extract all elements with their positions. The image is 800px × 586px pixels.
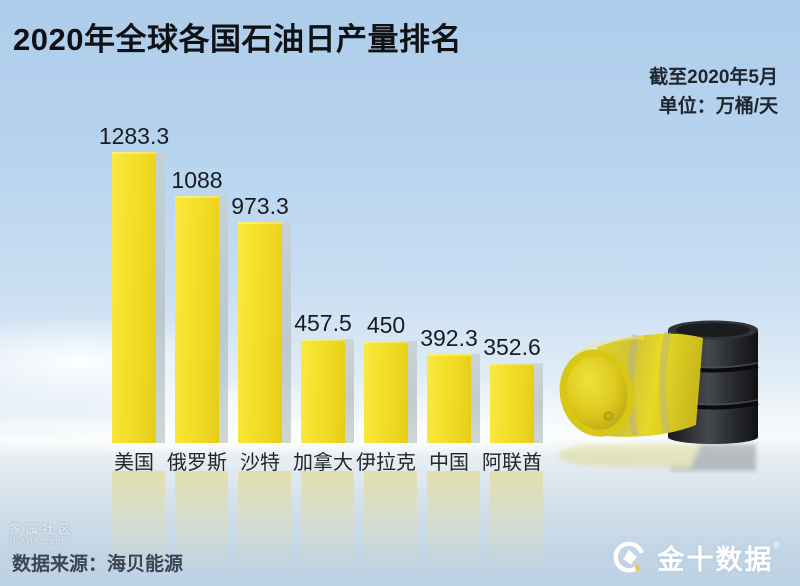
- bar-reflection: [427, 471, 480, 573]
- bar-group: 392.3 中国: [420, 0, 480, 586]
- oil-barrels-illustration: [558, 320, 759, 471]
- jin10-logo-icon: [613, 541, 645, 572]
- bar-group: 450 伊拉克: [356, 0, 417, 586]
- bar: [427, 354, 471, 443]
- bar: [301, 339, 345, 443]
- bar-side-shadow: [534, 363, 543, 443]
- yellow-barrel: [559, 331, 703, 437]
- as-of-date-label: 截至2020年5月: [649, 67, 778, 88]
- bar-category-label: 俄罗斯: [167, 452, 227, 474]
- bar: [238, 222, 282, 443]
- bar-value-label: 450: [366, 312, 406, 338]
- bar-side-shadow: [408, 341, 417, 443]
- page-title: 2020年全球各国石油日产量排名: [13, 22, 462, 57]
- bar-category-label: 沙特: [240, 452, 280, 474]
- watermark-name: 家园社区: [10, 522, 75, 536]
- bar-reflection: [490, 471, 543, 573]
- bar-side-shadow: [282, 222, 291, 443]
- bar-value-label: 392.3: [420, 325, 478, 351]
- bar: [112, 152, 156, 443]
- bar-side-shadow: [156, 152, 165, 443]
- bar-group: 1283.3 美国: [99, 0, 169, 586]
- bar: [490, 363, 534, 443]
- bar-category-label: 伊拉克: [356, 452, 416, 474]
- bar-category-label: 加拿大: [293, 452, 353, 474]
- bar-value-label: 1283.3: [98, 123, 170, 149]
- bar-reflection: [301, 471, 354, 573]
- bar-side-shadow: [219, 196, 228, 443]
- bar-category-label: 阿联酋: [482, 452, 542, 474]
- bar-group: 352.6 阿联酋: [482, 0, 543, 586]
- bar-group: 973.3 沙特: [231, 0, 291, 586]
- bar-value-label: 973.3: [231, 193, 289, 219]
- jin10-logo: 金十数据®: [611, 538, 782, 577]
- bar: [175, 196, 219, 443]
- logo-name: 金十数据: [657, 545, 774, 575]
- bar-category-label: 中国: [429, 452, 469, 474]
- bar-group: 1088 俄罗斯: [167, 0, 228, 586]
- bar: [364, 341, 408, 443]
- bar-group: 457.5 加拿大: [293, 0, 354, 586]
- bar-category-label: 美国: [114, 452, 154, 474]
- registered-mark: ®: [773, 540, 782, 550]
- bar-value-label: 352.6: [483, 334, 541, 360]
- data-source-label: 数据来源：海贝能源: [12, 554, 184, 575]
- barrel-reflection: [558, 444, 756, 471]
- bar-value-label: 1088: [171, 167, 223, 193]
- bar-side-shadow: [345, 339, 354, 443]
- chart-meta: 截至2020年5月 单位：万桶/天: [649, 63, 778, 121]
- bar-reflection: [175, 471, 228, 573]
- bar-reflection: [364, 471, 417, 573]
- bar-side-shadow: [471, 354, 480, 443]
- watermark-url: iPARK.com: [10, 536, 65, 546]
- bar-reflection: [112, 471, 165, 573]
- jin10-logo-text: 金十数据®: [657, 538, 782, 577]
- unit-label: 单位：万桶/天: [658, 96, 778, 117]
- bar-value-label: 457.5: [294, 310, 352, 336]
- bar-reflection: [238, 471, 291, 573]
- site-watermark: 家园社区 iPARK.com: [10, 523, 74, 547]
